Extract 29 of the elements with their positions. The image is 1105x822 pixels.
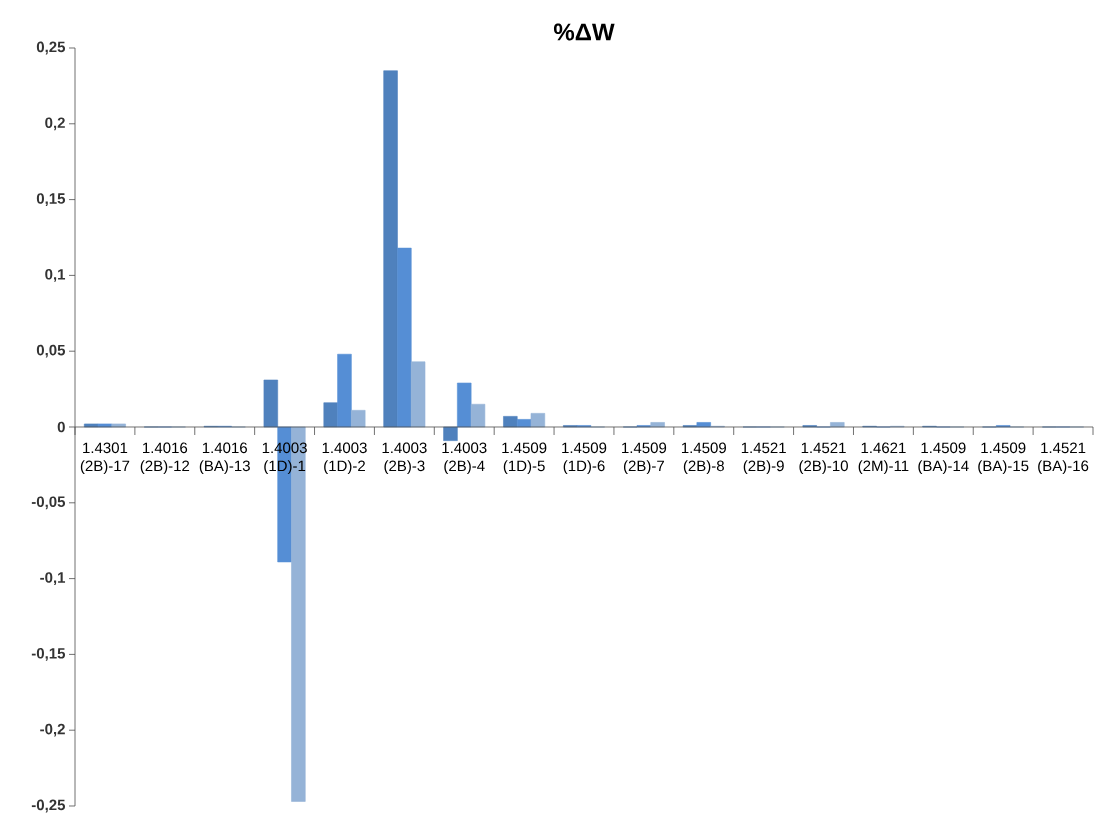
y-tick-label: 0,2 [45,117,65,131]
x-tick-label: 1.4016 (BA)-13 [199,442,250,475]
x-tick-label: 1.4509 (2B)-8 [681,442,726,475]
x-tick-label: 1.4621 (2M)-11 [858,442,909,475]
y-tick-label: -0,2 [40,723,65,737]
y-tick-label: 0,25 [36,41,66,55]
x-tick-label: 1.4003 (1D)-2 [322,442,367,475]
x-tick-label: 1.4016 (2B)-12 [140,442,190,475]
x-tick-label: 1.4521 (2B)-9 [741,442,786,475]
y-tick-label: -0,05 [31,496,66,510]
x-tick-label: 1.4509 (2B)-7 [622,442,667,475]
y-tick-label: -0,15 [31,648,66,661]
y-tick-label: 0,05 [36,344,66,358]
x-tick-label: 1.4003 (2B)-3 [382,442,427,475]
chart-title: %ΔW [553,23,615,41]
x-tick-label: 1.4003 (2B)-4 [442,442,487,475]
x-tick-label: 1.4003 (1D)-1 [262,442,307,475]
y-tick-label: 0 [57,421,65,433]
y-tick-label: -0,1 [40,572,66,585]
x-tick-label: 1.4509 (1D)-6 [562,442,607,475]
x-tick-label: 1.4509 (BA)-14 [918,442,969,475]
x-tick-label: 1.4509 (BA)-15 [978,442,1029,475]
x-tick-label: 1.4301 (2B)-17 [80,442,130,475]
y-tick-label: -0,25 [31,799,66,813]
x-tick-label: 1.4521 (BA)-16 [1038,442,1089,475]
x-tick-label: 1.4509 (1D)-5 [502,442,547,475]
y-tick-label: 0,15 [36,193,66,206]
y-tick-label: 0,1 [45,269,66,282]
x-tick-label: 1.4521 (2B)-10 [799,442,848,475]
